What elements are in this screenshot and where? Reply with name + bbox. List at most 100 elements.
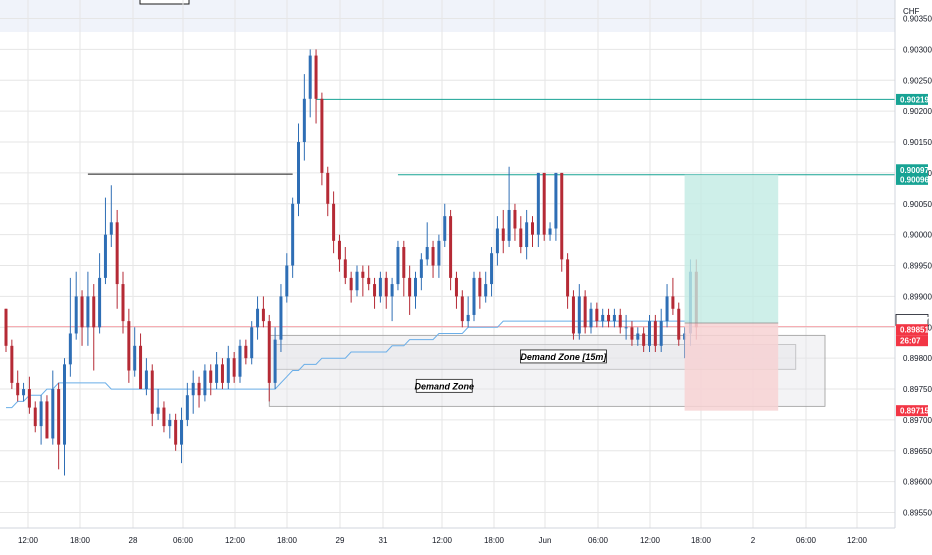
candle-body bbox=[636, 333, 640, 340]
candle-body bbox=[115, 222, 119, 285]
x-tick-label: 12:00 bbox=[432, 536, 453, 545]
candle-body bbox=[367, 277, 371, 285]
candle-body bbox=[261, 308, 265, 322]
candle-body bbox=[478, 277, 482, 297]
zone-label: Demand Zone bbox=[414, 381, 474, 391]
price-badge-label: 0.90097 bbox=[900, 166, 929, 175]
price-badge-box bbox=[896, 173, 928, 185]
candle-body bbox=[343, 259, 347, 278]
candle bbox=[677, 302, 681, 346]
candle bbox=[162, 401, 166, 433]
candle-body bbox=[80, 296, 84, 328]
candle bbox=[238, 339, 242, 383]
price-badge-box bbox=[896, 93, 928, 105]
candle bbox=[74, 271, 78, 340]
candle-body bbox=[273, 339, 277, 383]
y-tick-label: 0.89950 bbox=[903, 262, 932, 271]
candle-body bbox=[86, 296, 90, 328]
candle bbox=[490, 247, 494, 297]
candle bbox=[554, 172, 558, 241]
candle-body bbox=[63, 364, 66, 445]
candle bbox=[525, 209, 529, 260]
candle bbox=[443, 203, 447, 248]
candle-body bbox=[174, 419, 178, 445]
candle bbox=[431, 240, 435, 278]
candle-body bbox=[642, 333, 646, 346]
candle bbox=[548, 222, 552, 241]
candle bbox=[624, 314, 628, 340]
price-badge-label: 0.89857 bbox=[900, 316, 929, 325]
candle bbox=[4, 308, 8, 352]
candle bbox=[355, 265, 359, 297]
candle bbox=[402, 240, 406, 297]
candle-body bbox=[507, 209, 511, 241]
x-tick-label: 06:00 bbox=[588, 536, 609, 545]
candle bbox=[542, 172, 546, 241]
candle bbox=[414, 271, 417, 309]
candle-body bbox=[677, 308, 681, 340]
candle-body bbox=[302, 98, 306, 143]
candle-body bbox=[373, 284, 377, 297]
candle bbox=[337, 234, 341, 272]
candle bbox=[671, 277, 675, 315]
candle bbox=[68, 277, 72, 377]
candle bbox=[103, 197, 107, 285]
zone-label-box bbox=[520, 349, 607, 364]
candle-body bbox=[583, 296, 587, 328]
zone-label-box bbox=[415, 378, 473, 393]
candle bbox=[127, 308, 131, 383]
candle-body bbox=[150, 370, 154, 414]
price-badge-box bbox=[896, 164, 928, 176]
candle-body bbox=[536, 172, 540, 235]
candle bbox=[197, 376, 201, 408]
currency-label: CHF bbox=[903, 7, 920, 16]
long-position-tool[interactable] bbox=[684, 174, 779, 411]
candle-body bbox=[431, 247, 435, 266]
candle-body bbox=[185, 395, 189, 420]
candle-body bbox=[618, 314, 622, 328]
candle bbox=[174, 413, 178, 451]
candle-body bbox=[624, 327, 628, 329]
candle bbox=[98, 253, 102, 334]
x-tick-label: 29 bbox=[336, 536, 345, 545]
candle bbox=[373, 277, 377, 309]
candle bbox=[86, 271, 90, 346]
candle bbox=[507, 166, 511, 248]
candle-body bbox=[285, 265, 289, 297]
candle-body bbox=[665, 296, 669, 322]
candle bbox=[665, 284, 669, 328]
candle-body bbox=[566, 259, 570, 297]
candle-body bbox=[542, 172, 546, 235]
x-tick-label: 18:00 bbox=[70, 536, 91, 545]
candle bbox=[560, 172, 564, 272]
candle bbox=[256, 296, 260, 340]
candle bbox=[57, 382, 61, 470]
candle-body bbox=[531, 222, 534, 235]
candle-body bbox=[396, 247, 400, 285]
candle bbox=[308, 49, 312, 118]
x-axis-ticks[interactable]: 12:00 18:00 28 06:00 12:00 18:00 29 31 12:00 18:0… bbox=[18, 536, 868, 545]
candle-body bbox=[384, 277, 388, 297]
candle-body bbox=[349, 277, 353, 291]
candle bbox=[425, 222, 429, 266]
candle-body bbox=[27, 389, 31, 408]
moving-average-line bbox=[6, 320, 691, 409]
candle bbox=[39, 395, 43, 445]
candle-body bbox=[425, 247, 429, 260]
candle bbox=[607, 308, 611, 328]
candle-body bbox=[466, 314, 470, 322]
candle bbox=[361, 265, 365, 297]
candle-body bbox=[443, 216, 447, 241]
candle bbox=[261, 296, 265, 328]
candle-body bbox=[589, 308, 593, 328]
candle-body bbox=[490, 253, 494, 285]
candle bbox=[495, 216, 499, 266]
candle-body bbox=[215, 364, 219, 383]
candle bbox=[636, 327, 640, 346]
price-axis[interactable] bbox=[895, 0, 932, 550]
candle bbox=[449, 209, 453, 291]
candle bbox=[332, 191, 336, 254]
candle-body bbox=[139, 345, 143, 390]
